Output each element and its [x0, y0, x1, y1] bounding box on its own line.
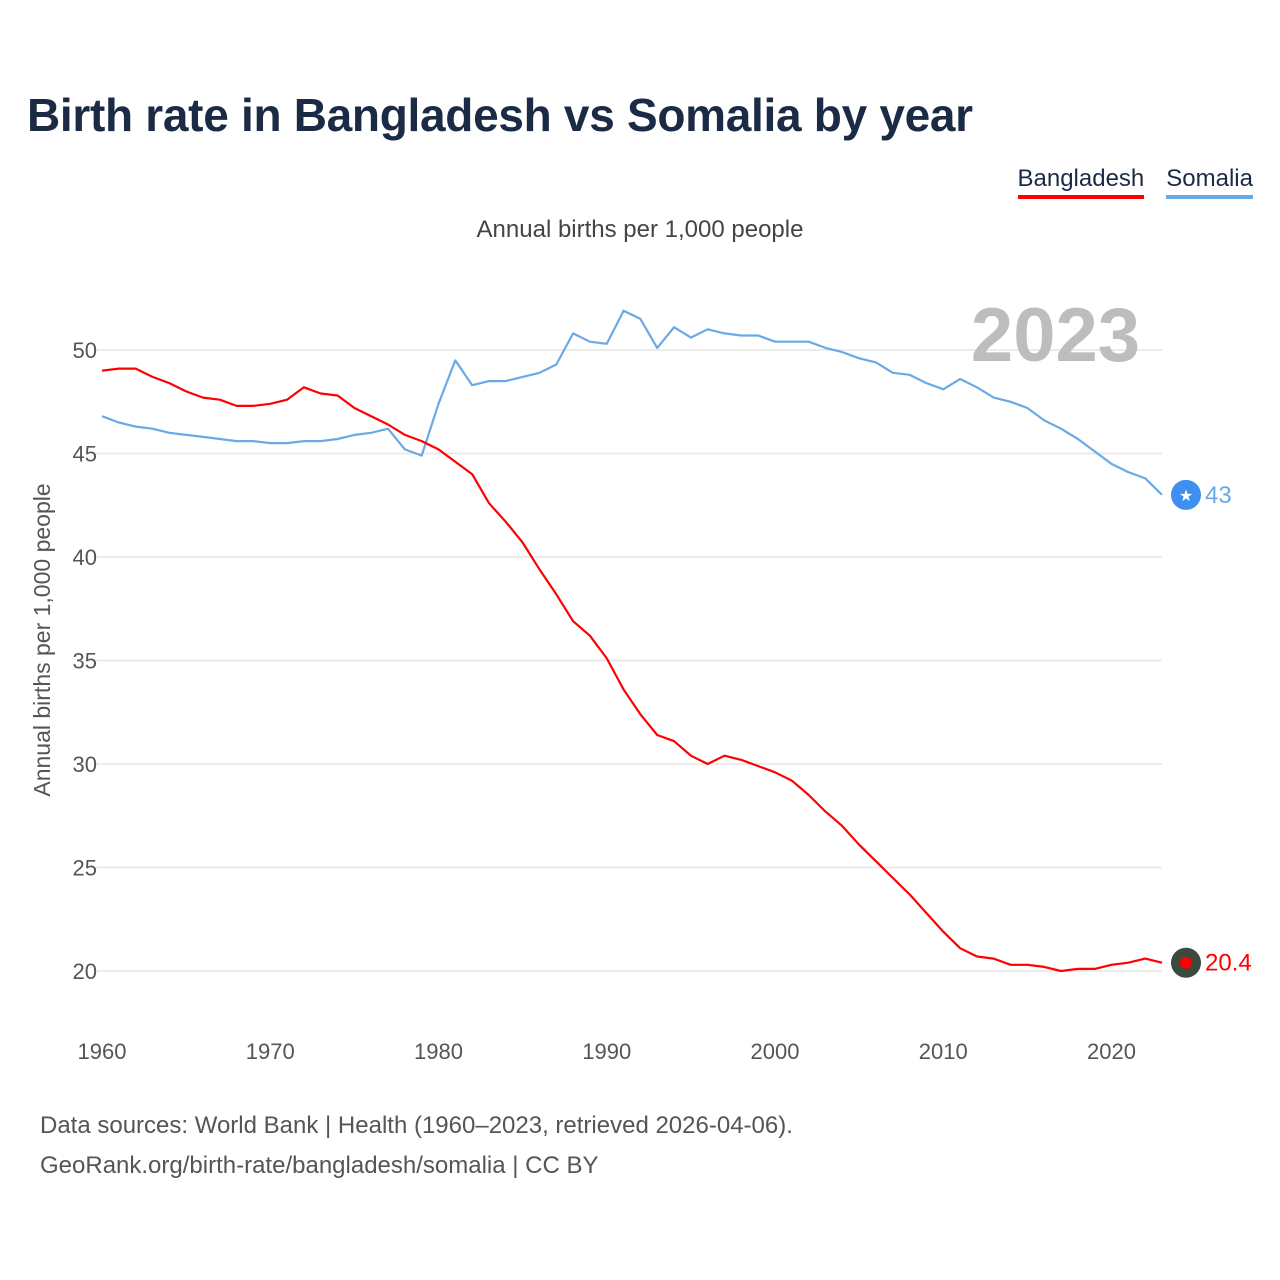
end-marker-dot-bangladesh — [1180, 956, 1192, 969]
footer-credit[interactable]: GeoRank.org/birth-rate/bangladesh/somali… — [40, 1152, 599, 1179]
y-tick-label-35: 35 — [73, 649, 97, 674]
x-axis-ticks: 1960 1970 1980 1990 2000 2010 2020 — [78, 1039, 1136, 1064]
x-tick-label-2000: 2000 — [751, 1039, 800, 1064]
series-lines — [101, 309, 1163, 973]
legend: Bangladesh Somalia — [1017, 165, 1253, 199]
x-tick-label-1990: 1990 — [582, 1039, 631, 1064]
end-markers: 20.4 ★ 43 — [1171, 479, 1252, 978]
y-tick-label-50: 50 — [73, 338, 97, 363]
x-tick-label-2010: 2010 — [919, 1039, 968, 1064]
legend-item-bangladesh[interactable]: Bangladesh — [1017, 165, 1145, 199]
star-icon: ★ — [1179, 488, 1193, 505]
x-tick-label-2020: 2020 — [1087, 1039, 1136, 1064]
end-value-label-bangladesh: 20.4 — [1205, 950, 1252, 977]
y-tick-label-25: 25 — [73, 856, 97, 881]
chart-subtitle: Annual births per 1,000 people — [476, 216, 804, 243]
y-tick-label-30: 30 — [73, 752, 97, 777]
y-tick-label-20: 20 — [73, 959, 97, 984]
series-line-bangladesh[interactable] — [101, 367, 1163, 973]
series-line-somalia[interactable] — [101, 309, 1163, 496]
end-value-label-somalia: 43 — [1205, 482, 1232, 509]
y-tick-label-45: 45 — [73, 442, 97, 467]
y-tick-label-40: 40 — [73, 545, 97, 570]
footer-sources: Data sources: World Bank | Health (1960–… — [40, 1112, 793, 1139]
end-marker-somalia — [1171, 479, 1201, 510]
x-tick-label-1960: 1960 — [78, 1039, 127, 1064]
x-tick-label-1980: 1980 — [414, 1039, 463, 1064]
y-axis-label: Annual births per 1,000 people — [29, 483, 55, 796]
legend-item-somalia[interactable]: Somalia — [1166, 165, 1253, 199]
chart-title: Birth rate in Bangladesh vs Somalia by y… — [27, 89, 973, 141]
footer: Data sources: World Bank | Health (1960–… — [40, 1106, 793, 1186]
gridlines — [95, 349, 1162, 972]
x-tick-label-1970: 1970 — [246, 1039, 295, 1064]
y-axis-ticks: 20 25 30 35 40 45 50 — [73, 338, 97, 984]
current-year-label: 2023 — [971, 293, 1140, 378]
